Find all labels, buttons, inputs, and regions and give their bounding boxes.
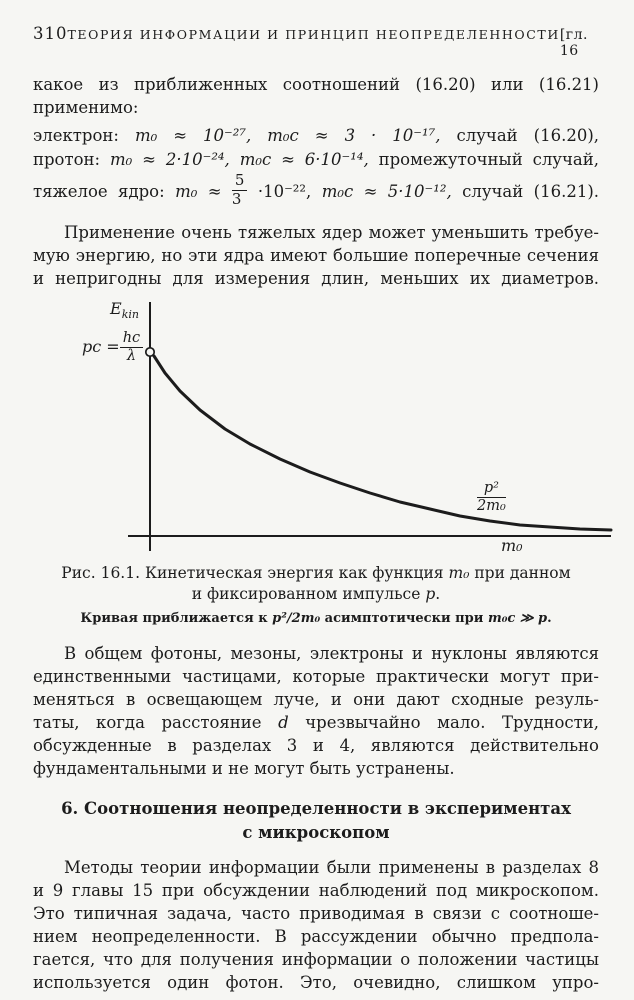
equation-text: случай (16.21). <box>462 182 600 201</box>
caption-text: . <box>435 585 441 603</box>
subcaption-text: асимптотически при <box>320 611 488 626</box>
equation-text: промежуточный случай, <box>378 150 599 169</box>
text-math: d <box>278 713 289 732</box>
text-line: таты, когда расстояние d чрезвычайно мал… <box>33 711 599 734</box>
text-line: какое из приближенных соотношений (16.20… <box>33 75 599 94</box>
running-header: 310 ТЕОРИЯ ИНФОРМАЦИИ И ПРИНЦИП НЕОПРЕДЕ… <box>33 24 599 59</box>
fraction-numerator: p² <box>477 480 506 499</box>
intercept-point-marker <box>144 346 156 358</box>
text-line: применимо: <box>33 98 139 117</box>
paragraph-general: В общем фотоны, мезоны, электроны и нукл… <box>33 642 599 780</box>
text-line: мую энергию, но эти ядра имеют большие п… <box>33 246 599 265</box>
text-segment: таты, когда расстояние <box>33 713 262 732</box>
equation-proton: протон: m₀ ≈ 2·10⁻²⁴, m₀c ≈ 6·10⁻¹⁴, про… <box>33 148 599 172</box>
fraction-numerator: hc <box>119 330 144 349</box>
intercept-label-text: pc = <box>82 337 120 357</box>
equation-math: m₀ ≈ <box>175 182 222 201</box>
section-heading-line: 6. Соотношения неопределенности в экспер… <box>61 799 571 818</box>
intercept-label: pc = hc λ <box>82 330 144 365</box>
x-axis-label: m₀ <box>501 536 523 555</box>
page-number: 310 <box>33 24 68 43</box>
text-line: и 9 главы 15 при обсуждении наблюдений п… <box>33 881 599 900</box>
equation-math: m₀ ≈ 2·10⁻²⁴, <box>110 150 230 169</box>
section-heading-line: с микроскопом <box>242 823 390 842</box>
text-segment: чрезвычайно мало. Трудности, <box>305 713 600 732</box>
text-line: Методы теории информации были применены … <box>64 858 599 877</box>
fraction-denominator: 2m₀ <box>477 498 506 515</box>
fraction: p² 2m₀ <box>477 480 506 515</box>
figure-curve <box>152 354 613 532</box>
y-axis-label-sub: kin <box>121 308 139 322</box>
caption-math: p <box>425 585 436 603</box>
text-line: нием неопределенности. В рассуждении обы… <box>33 927 599 946</box>
equation-text: электрон: <box>33 126 119 145</box>
section-heading: 6. Соотношения неопределенности в экспер… <box>33 797 599 845</box>
figure-subcaption: Кривая приближается к p²/2m₀ асимптотиче… <box>33 610 599 628</box>
equation-math: m₀c ≈ 3 · 10⁻¹⁷, <box>267 126 441 145</box>
paragraph-nuclei: Применение очень тяжелых ядер может умен… <box>33 221 599 290</box>
equation-text: случай (16.20), <box>456 126 600 145</box>
text-line: фундаментальными и не могут быть устране… <box>33 759 455 778</box>
subcaption-math: p²/2m₀ <box>272 611 321 626</box>
fraction: hc λ <box>119 330 144 365</box>
asymptote-label: p² 2m₀ <box>477 480 506 515</box>
equation-math: m₀c ≈ 6·10⁻¹⁴, <box>239 150 369 169</box>
caption-math: m₀ <box>448 564 470 582</box>
text-line: единственными частицами, которые практич… <box>33 667 599 686</box>
equation-math: m₀ ≈ 10⁻²⁷, <box>134 126 252 145</box>
caption-text: и фиксированном импульсе <box>191 585 426 603</box>
running-title: ТЕОРИЯ ИНФОРМАЦИИ И ПРИНЦИП НЕОПРЕДЕЛЕНН… <box>67 27 560 42</box>
text-line: В общем фотоны, мезоны, электроны и нукл… <box>64 644 599 663</box>
equation-math: m₀c ≈ 5·10⁻¹², <box>321 182 452 201</box>
figure-plot <box>128 302 613 551</box>
text-line: и непригодны для измерения длин, меньших… <box>33 269 599 288</box>
y-axis-label-base: E <box>110 299 122 318</box>
equation-math: ·10⁻²², <box>257 182 312 201</box>
caption-text: при данном <box>469 564 571 582</box>
fraction-denominator: λ <box>126 348 137 365</box>
caption-line: и фиксированном импульсе p. <box>33 584 599 605</box>
text-line: Применение очень тяжелых ядер может умен… <box>64 223 599 242</box>
equation-electron: электрон: m₀ ≈ 10⁻²⁷, m₀c ≈ 3 · 10⁻¹⁷, с… <box>33 124 599 148</box>
text-line: меняться в освещающем луче, и они дают с… <box>33 690 599 709</box>
figure-16-1: Ekin pc = hc λ p² 2m₀ m₀ <box>0 298 634 556</box>
subcaption-text: . <box>547 611 552 626</box>
text-line: Это типичная задача, часто приводимая в … <box>33 904 599 923</box>
fraction-denominator: 3 <box>231 190 242 208</box>
text-line: используется один фотон. Это, очевидно, … <box>33 973 599 992</box>
subcaption-math: m₀c ≫ p <box>487 611 548 626</box>
caption-line: Рис. 16.1. Кинетическая энергия как функ… <box>33 563 599 584</box>
paragraph-methods: Методы теории информации были применены … <box>33 856 599 994</box>
figure-caption: Рис. 16.1. Кинетическая энергия как функ… <box>33 563 599 605</box>
subcaption-text: Кривая приближается к <box>80 611 273 626</box>
y-axis-label: Ekin <box>110 299 139 322</box>
fraction-numerator: 5 <box>231 172 248 191</box>
text-line: обсужденные в разделах 3 и 4, являются д… <box>33 736 599 755</box>
paragraph-intro: какое из приближенных соотношений (16.20… <box>33 73 599 119</box>
caption-text: Рис. 16.1. Кинетическая энергия как функ… <box>61 564 449 582</box>
equation-text: протон: <box>33 150 101 169</box>
text-line: гается, что для получения информации о п… <box>33 950 599 969</box>
equation-text: тяжелое ядро: <box>33 182 165 201</box>
chapter-label: [гл. 16 <box>559 27 588 59</box>
